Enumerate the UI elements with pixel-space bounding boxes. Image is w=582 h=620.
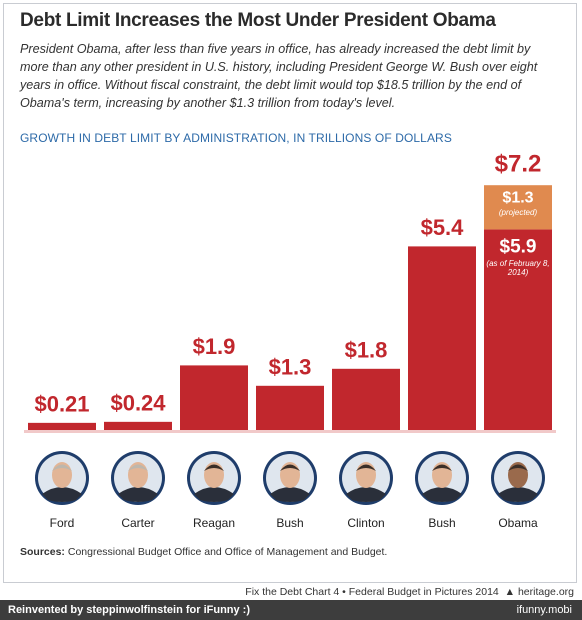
bar-note-text: (as of February 8, 2014)	[486, 259, 550, 278]
value-label: $1.3	[502, 189, 533, 206]
portrait-hair	[128, 464, 148, 471]
portrait-suit	[270, 487, 310, 502]
chart-title: Debt Limit Increases the Most Under Pres…	[20, 10, 496, 31]
portrait-hair	[432, 464, 452, 471]
chart-subtitle: President Obama, after less than five ye…	[20, 42, 538, 110]
portrait-hair	[356, 464, 376, 471]
chart-label: GROWTH IN DEBT LIMIT BY ADMINISTRATION, …	[20, 131, 452, 145]
bar-note-text: (projected)	[498, 208, 538, 218]
value-label: $5.9	[500, 236, 537, 257]
frame	[3, 3, 577, 583]
portrait-suit	[118, 487, 158, 502]
watermark-left: Reinvented by steppinwolfinstein for iFu…	[8, 604, 251, 616]
footer-site: heritage.org	[517, 586, 574, 598]
bar-segment	[256, 385, 324, 430]
chart: $0.21 Ford $0.24 Carter $1.9 Reagan $1.3 Bush $1…	[24, 151, 556, 530]
value-label: $0.24	[110, 391, 166, 416]
portrait-suit	[42, 487, 82, 502]
sources-label: Sources:	[20, 546, 65, 558]
sources: Sources: Congressional Budget Office and…	[20, 546, 387, 558]
bar-segment	[28, 422, 96, 430]
value-label: $1.3	[269, 355, 312, 380]
watermark-bar: Reinvented by steppinwolfinstein for iFu…	[0, 600, 582, 620]
bar-segment	[408, 246, 476, 430]
portrait-suit	[498, 487, 538, 502]
portrait-hair	[280, 464, 300, 471]
bar-segment	[104, 421, 172, 430]
baseline	[24, 430, 556, 433]
portrait-hair	[204, 464, 224, 471]
x-tick-label: Bush	[428, 516, 455, 530]
x-tick-label: Ford	[50, 516, 75, 530]
x-tick-label: Carter	[121, 516, 154, 530]
sources-text: Congressional Budget Office and Office o…	[67, 546, 388, 558]
value-label: $1.9	[193, 334, 236, 359]
footer-credit: Fix the Debt Chart 4 • Federal Budget in…	[245, 586, 499, 598]
footer: Fix the Debt Chart 4 • Federal Budget in…	[245, 586, 574, 598]
bar-note: (projected)	[498, 208, 538, 218]
bar-note: (as of February 8, 2014)	[486, 259, 550, 278]
bar-segment	[180, 365, 248, 430]
total-label: $7.2	[495, 151, 542, 178]
bar-segment	[484, 185, 552, 230]
portrait-hair	[52, 464, 72, 471]
portrait-hair	[508, 464, 528, 471]
x-tick-label: Reagan	[193, 516, 235, 530]
watermark-right[interactable]: ifunny.mobi	[516, 604, 572, 616]
portrait-suit	[194, 487, 234, 502]
value-label: $0.21	[34, 392, 89, 417]
bar-segment	[484, 229, 552, 430]
value-label: $5.4	[421, 215, 465, 240]
value-label: $1.8	[345, 338, 388, 363]
portrait-suit	[346, 487, 386, 502]
bar-segment	[332, 368, 400, 430]
x-tick-label: Obama	[498, 516, 538, 530]
portrait-suit	[422, 487, 462, 502]
x-tick-label: Clinton	[347, 516, 384, 530]
x-tick-label: Bush	[276, 516, 303, 530]
